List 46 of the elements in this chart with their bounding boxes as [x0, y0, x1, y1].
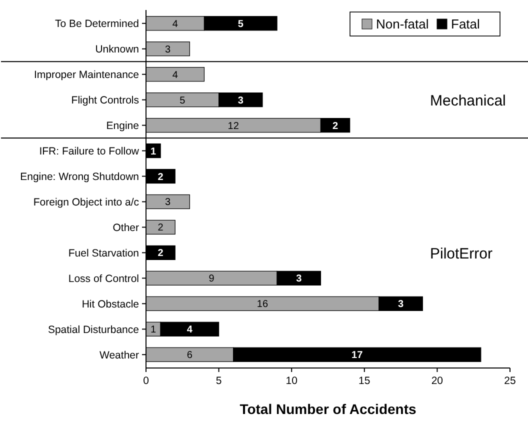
- data-label: 1: [150, 324, 156, 336]
- data-label: 2: [158, 222, 164, 234]
- y-tick-label: Flight Controls: [71, 94, 139, 106]
- data-label: 9: [208, 274, 215, 285]
- y-tick-label: Improper Maintenance: [34, 69, 140, 82]
- data-label: 12: [228, 120, 240, 132]
- y-tick-label: Foreign Object into a/c: [33, 196, 139, 208]
- data-label: 4: [186, 324, 193, 336]
- y-tick-label: Engine: [106, 120, 140, 132]
- y-tick-label: Loss of Control: [68, 272, 139, 285]
- y-tick-label: Hit Obstacle: [82, 298, 140, 310]
- y-tick-label: Unknown: [95, 44, 140, 56]
- y-tick-label: To Be Determined: [54, 18, 140, 30]
- data-label: 16: [256, 299, 268, 310]
- y-tick-label: Engine: Wrong Shutdown: [20, 170, 140, 183]
- y-tick-label: IFR: Failure to Follow: [39, 145, 140, 158]
- annotation: PilotError: [430, 245, 493, 262]
- x-tick-label: 5: [216, 375, 222, 387]
- y-tick-label: Spatial Disturbance: [48, 324, 140, 336]
- data-label: 17: [352, 350, 364, 362]
- x-tick-label: 20: [431, 375, 444, 387]
- data-label: 6: [186, 350, 193, 362]
- x-tick-label: 10: [286, 375, 298, 387]
- x-axis-title: Total Number of Accidents: [240, 401, 416, 417]
- data-label: 3: [165, 44, 172, 56]
- data-label: 2: [332, 120, 338, 132]
- data-label: 3: [398, 299, 404, 310]
- x-tick-label: 25: [504, 375, 516, 387]
- x-tick-label: 0: [143, 375, 150, 387]
- data-label: 4: [172, 18, 178, 30]
- y-tick-label: Other: [112, 222, 140, 234]
- data-label: 2: [158, 248, 164, 260]
- x-tick-label: 15: [358, 375, 370, 387]
- data-label: 3: [238, 95, 244, 106]
- annotation: Mechanical: [430, 92, 506, 110]
- data-label: 3: [165, 197, 172, 208]
- data-label: 5: [180, 95, 186, 106]
- y-tick-label: Weather: [100, 349, 140, 362]
- data-label: 1: [150, 146, 156, 158]
- data-label: 3: [296, 274, 302, 285]
- legend-label: Non-fatal: [376, 16, 429, 32]
- y-tick-label: Fuel Starvation: [68, 247, 140, 260]
- data-label: 4: [172, 70, 178, 81]
- data-label: 5: [238, 18, 244, 30]
- data-label: 2: [158, 172, 164, 183]
- legend-label: Fatal: [451, 16, 480, 32]
